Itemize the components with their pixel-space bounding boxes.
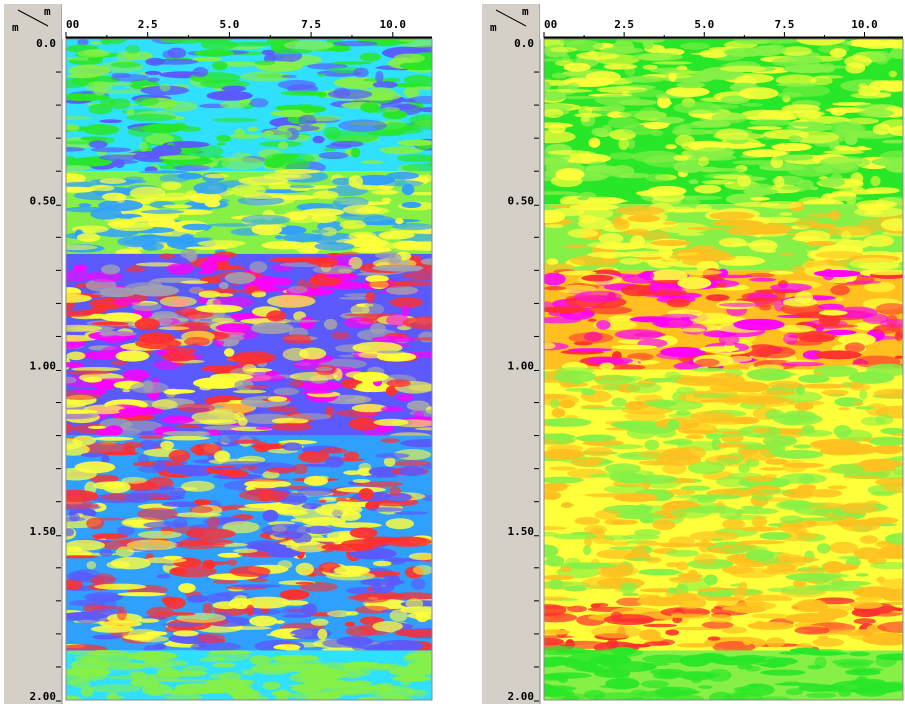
- x-tick-label: 7.5: [774, 18, 794, 31]
- y-tick-label: 2.00: [508, 690, 535, 703]
- y-tick-label: 2.00: [30, 690, 57, 703]
- x-tick-label: 00: [544, 18, 557, 31]
- y-tick-label: 0.0: [36, 37, 56, 50]
- x-tick-label: 2.5: [614, 18, 634, 31]
- radargram-left-svg: m m 00 2.5 5.0 7.5 10.0 0.0 0.50 1.00 1.50 2.00: [4, 4, 434, 704]
- distance-unit-label: m: [44, 5, 51, 18]
- distance-axis-strip: [62, 4, 434, 39]
- x-tick-label: 00: [66, 18, 79, 31]
- radargram-right: m m 00 2.5 5.0 7.5 10.0 0.0 0.50 1.00 1.50 2.00: [482, 4, 905, 704]
- x-tick-label: 5.0: [694, 18, 714, 31]
- radargram-image: [43, 34, 434, 704]
- y-tick-label: 1.00: [30, 360, 57, 373]
- y-tick-label: 0.0: [514, 37, 534, 50]
- depth-axis-strip: [4, 4, 62, 704]
- depth-axis-strip: [482, 4, 540, 704]
- x-tick-label: 7.5: [301, 18, 321, 31]
- radargram-image: [521, 33, 905, 704]
- x-tick-label: 10.0: [851, 18, 878, 31]
- y-tick-label: 1.50: [30, 525, 57, 538]
- x-tick-label: 5.0: [219, 18, 239, 31]
- y-tick-label: 0.50: [508, 194, 535, 207]
- y-tick-label: 1.00: [508, 360, 535, 373]
- depth-unit-label: m: [490, 21, 497, 34]
- radargram-right-svg: m m 00 2.5 5.0 7.5 10.0 0.0 0.50 1.00 1.50 2.00: [482, 4, 905, 704]
- distance-axis-strip: [540, 4, 905, 39]
- x-tick-label: 10.0: [380, 18, 407, 31]
- radargram-left: m m 00 2.5 5.0 7.5 10.0 0.0 0.50 1.00 1.50 2.00: [4, 4, 434, 704]
- y-tick-label: 1.50: [508, 525, 535, 538]
- x-tick-label: 2.5: [138, 18, 158, 31]
- distance-unit-label: m: [522, 5, 529, 18]
- y-tick-label: 0.50: [30, 194, 57, 207]
- depth-unit-label: m: [12, 21, 19, 34]
